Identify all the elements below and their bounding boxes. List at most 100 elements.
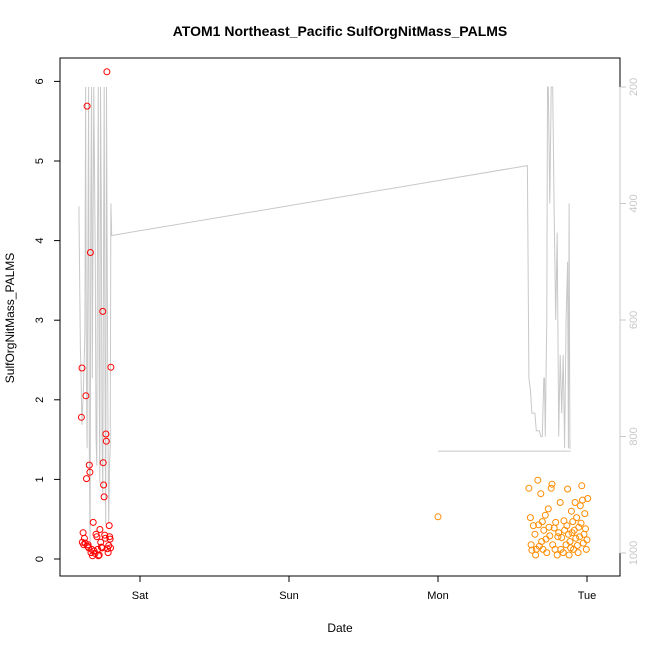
data-point: [582, 525, 589, 533]
data-point: [568, 529, 576, 537]
depth-line: [78, 86, 571, 554]
x-axis-label: Date: [327, 621, 353, 635]
data-point: [107, 363, 115, 371]
data-point: [89, 518, 97, 526]
data-point: [558, 534, 566, 541]
data-point: [96, 526, 104, 533]
data-point: [79, 529, 87, 537]
y-tick-label: 0: [34, 556, 46, 562]
data-point: [95, 551, 103, 559]
data-point: [534, 476, 542, 484]
data-point: [100, 481, 108, 489]
data-point: [575, 523, 583, 531]
y-tick-label: 3: [34, 317, 46, 323]
data-point: [571, 499, 579, 506]
data-point: [106, 535, 114, 543]
data-point: [574, 549, 582, 557]
data-point: [559, 549, 567, 557]
data-point: [99, 459, 107, 467]
data-point: [105, 522, 113, 530]
plot-frame: [59, 57, 621, 577]
data-point: [532, 551, 540, 559]
data-point: [99, 307, 107, 315]
data-point: [572, 534, 580, 542]
y-tick-label: 4: [34, 238, 46, 244]
y-axis-right: 200 400 600 800 1000: [619, 78, 640, 565]
data-point: [101, 534, 109, 542]
data-point: [98, 544, 106, 552]
data-point: [107, 544, 114, 552]
data-point: [553, 551, 561, 559]
data-point: [529, 522, 537, 530]
y-tick-label: 1: [34, 476, 46, 482]
y-axis: 0 1 2 3 4 5 6: [34, 78, 61, 562]
chart-title: ATOM1 Northeast_Pacific SulfOrgNitMass_P…: [173, 23, 508, 39]
y-tick-label: 5: [34, 158, 46, 164]
data-point: [84, 541, 92, 549]
data-point: [86, 468, 94, 476]
y-tick-label: 6: [34, 78, 46, 84]
y-axis-label: SulfOrgNitMass_PALMS: [3, 253, 17, 383]
y-tick-label: 2: [34, 397, 46, 403]
data-point: [93, 533, 101, 541]
data-point: [545, 523, 553, 531]
x-tick-label: Tue: [578, 590, 597, 602]
data-point: [77, 413, 85, 421]
data-point: [80, 534, 88, 542]
data-point: [564, 485, 572, 493]
data-point: [554, 533, 562, 541]
data-point: [102, 430, 110, 438]
x-tick-label: Sun: [279, 590, 299, 602]
data-point: [543, 549, 551, 557]
data-point: [541, 511, 549, 519]
data-point: [548, 480, 556, 488]
depth-line-series: [78, 86, 571, 554]
x-tick-label: Mon: [427, 590, 448, 602]
y2-tick-label: 200: [628, 78, 640, 96]
data-point: [538, 518, 546, 526]
data-point: [577, 519, 585, 527]
data-point: [576, 502, 584, 510]
y2-tick-label: 600: [628, 311, 640, 329]
data-point: [103, 68, 111, 76]
data-point: [83, 102, 91, 110]
x-tick-label: Sat: [132, 590, 149, 602]
data-point: [85, 461, 93, 469]
data-point: [531, 530, 539, 538]
y2-tick-label: 800: [628, 427, 640, 445]
data-point: [573, 542, 581, 549]
data-point: [570, 545, 578, 553]
data-point: [540, 526, 548, 534]
data-point: [94, 552, 102, 560]
data-point: [83, 475, 90, 483]
data-point: [528, 546, 536, 554]
data-point: [566, 538, 574, 545]
data-point: [101, 531, 109, 539]
data-point: [544, 505, 552, 513]
data-point: [547, 484, 555, 492]
data-point: [525, 484, 533, 492]
data-point: [552, 518, 560, 526]
data-point: [546, 532, 554, 540]
data-point: [584, 495, 592, 502]
data-point: [526, 514, 534, 522]
y2-tick-label: 1000: [628, 541, 640, 565]
data-point: [82, 392, 90, 400]
data-point: [102, 437, 110, 445]
data-point: [100, 493, 108, 501]
data-point: [573, 514, 581, 522]
data-point: [556, 499, 564, 506]
data-point: [583, 536, 591, 544]
data-point: [78, 364, 86, 372]
data-point: [581, 510, 589, 518]
data-point: [564, 530, 572, 538]
data-point: [579, 539, 587, 547]
data-point: [86, 249, 94, 256]
y2-tick-label: 400: [628, 194, 640, 212]
x-axis: Sat Sun Mon Tue: [132, 575, 597, 602]
data-point: [565, 551, 573, 559]
data-point: [569, 518, 577, 526]
data-point: [537, 490, 545, 498]
data-point: [434, 513, 442, 521]
